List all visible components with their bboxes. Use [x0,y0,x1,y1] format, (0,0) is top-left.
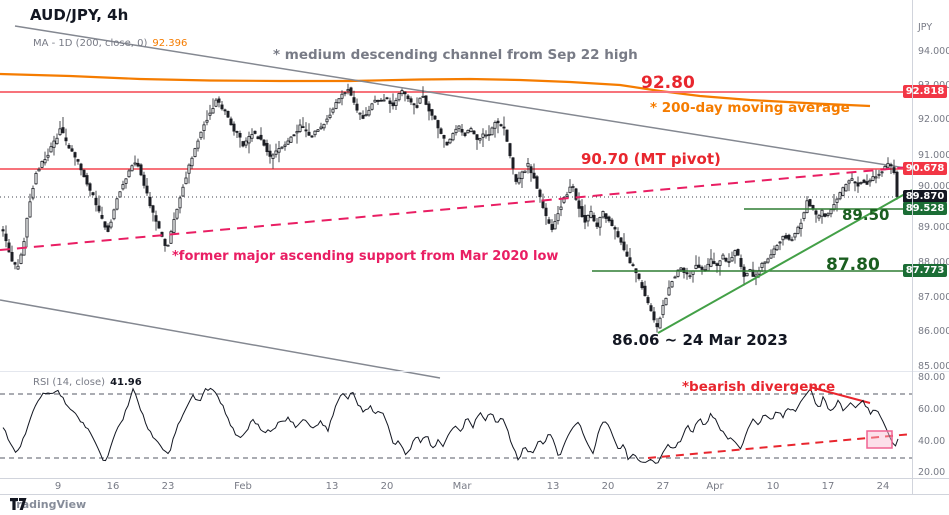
time-tick: 23 [161,481,175,492]
price-label-87.773: 87.773 [903,264,947,277]
tradingview-logo-text: TradingView [10,498,87,511]
price-tick: 80.00 [918,372,946,383]
support-note[interactable]: *former major ascending support from Mar… [172,249,559,264]
time-tick: 13 [325,481,339,492]
price-label-92.818: 92.818 [903,85,947,98]
price-tick: 40.00 [918,436,946,447]
price-tick: 86.000 [918,326,949,337]
candlestick-series [1,83,899,333]
ma-legend-value: 92.396 [152,38,188,49]
price-tick: 92.000 [918,114,949,125]
price-label-89.528: 89.528 [903,202,947,215]
price-tick: 89.000 [918,222,949,233]
level-89-50-label[interactable]: 89.50 [842,206,890,224]
price-axis-border [912,0,913,494]
rsi-legend-label: RSI (14, close) [33,377,106,388]
time-tick: Feb [234,481,252,492]
price-tick: 90.000 [918,181,949,192]
price-tick: 91.000 [918,150,949,161]
price-label-90.678: 90.678 [903,162,947,175]
ma-legend-label: MA - 1D (200, close, 0) [33,38,148,49]
time-tick: 24 [876,481,890,492]
price-tick: 20.00 [918,467,946,478]
time-axis-border [0,478,949,479]
tradingview-logo[interactable]: TradingView [10,498,86,511]
swing-low-note[interactable]: 86.06 ~ 24 Mar 2023 [612,331,788,349]
time-tick: Apr [706,481,724,492]
level-90-70-label[interactable]: 90.70 (MT pivot) [581,150,721,168]
channel-note[interactable]: * medium descending channel from Sep 22 … [273,47,638,63]
price-label-89.870: 89.870 [903,190,947,203]
rsi-legend[interactable]: RSI (14, close) 41.96 [33,377,142,388]
time-tick: 27 [656,481,670,492]
price-tick: 94.000 [918,46,949,57]
rsi-highlight-box [866,430,893,449]
ma-legend[interactable]: MA - 1D (200, close, 0) 92.396 [33,38,187,49]
price-tick: 88.000 [918,257,949,268]
rsi-legend-value: 41.96 [110,377,142,388]
symbol-title[interactable]: AUD/JPY, 4h [30,6,129,24]
time-tick: 20 [380,481,394,492]
currency-label: JPY [918,22,933,33]
rsi-line [2,387,899,464]
tradingview-logo-icon [10,498,27,510]
ma-note[interactable]: * 200-day moving average [650,100,850,116]
time-tick: 10 [766,481,780,492]
time-tick: 13 [546,481,560,492]
footer-border [0,494,949,495]
time-tick: 9 [54,481,62,492]
time-tick: 17 [821,481,835,492]
time-tick: 20 [601,481,615,492]
price-tick: 85.000 [918,361,949,372]
level-92-80-label[interactable]: 92.80 [641,73,695,93]
price-tick: 60.00 [918,404,946,415]
pane-separator[interactable] [0,371,949,372]
divergence-note[interactable]: *bearish divergence [682,379,836,395]
time-tick: 16 [106,481,120,492]
time-tick: Mar [452,481,472,492]
price-tick: 87.000 [918,292,949,303]
level-87-80-label[interactable]: 87.80 [826,255,880,275]
